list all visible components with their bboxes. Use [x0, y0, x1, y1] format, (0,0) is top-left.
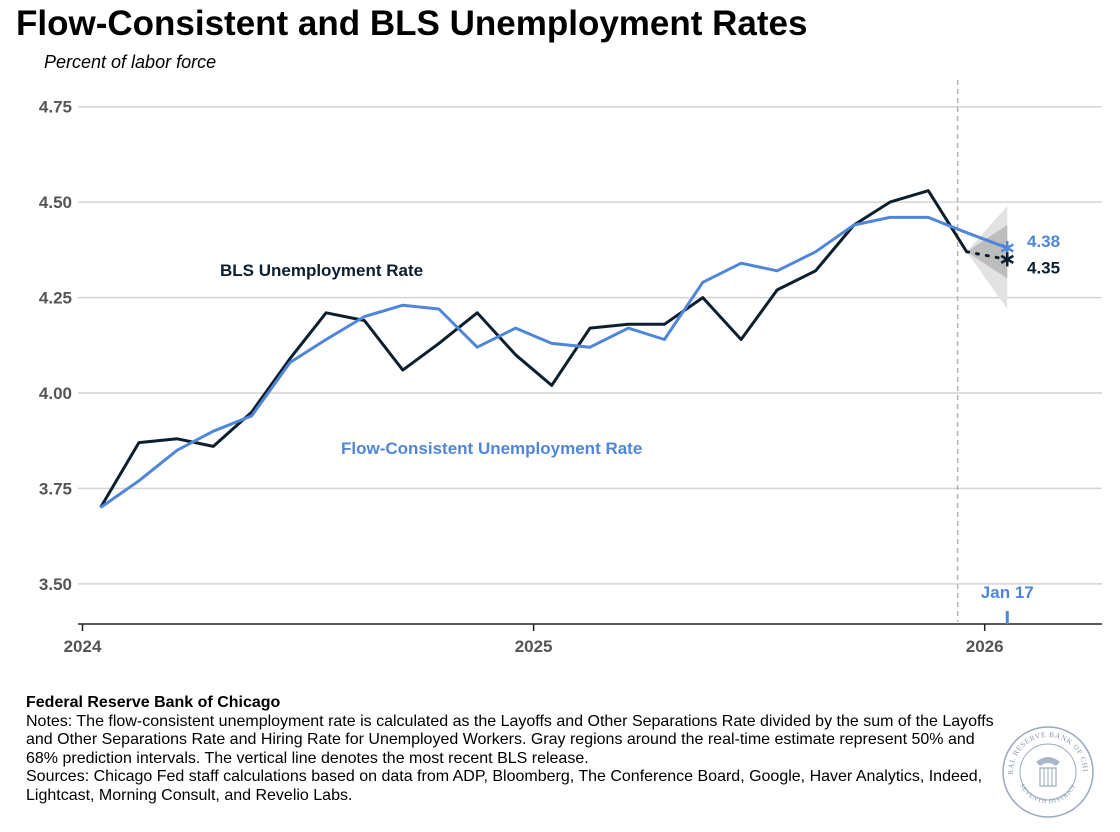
y-tick-label: 4.25 [39, 289, 72, 308]
footer-org: Federal Reserve Bank of Chicago [26, 694, 281, 711]
footer-notes-text: Notes: The flow-consistent unemployment … [26, 712, 994, 767]
fed-seal-icon: FEDERAL RESERVE BANK OF CHICAGO SEVENTH … [1000, 724, 1094, 818]
flow-series-line [99, 215, 1008, 509]
y-tick-label: 4.50 [39, 193, 72, 212]
star-stroke [1000, 243, 1014, 253]
footer-notes: Federal Reserve Bank of Chicago Notes: T… [26, 694, 1001, 805]
chart-subtitle: Percent of labor force [44, 52, 217, 72]
bls-series-label: BLS Unemployment Rate [220, 261, 423, 280]
y-tick-label: 3.75 [39, 479, 72, 498]
seal-top-text: FEDERAL RESERVE BANK OF CHICAGO [1000, 724, 1089, 775]
y-tick-label: 3.50 [39, 575, 72, 594]
y-tick-label: 4.00 [39, 384, 72, 403]
x-tick-label: 2025 [515, 637, 553, 656]
y-tick-label: 4.75 [39, 98, 72, 117]
interval-bands [966, 205, 1008, 310]
labels: 4.38 4.35 BLS Unemployment Rate Flow-Consis… [220, 232, 1060, 624]
x-tick-label: 2026 [966, 637, 1004, 656]
svg-text:FEDERAL RESERVE BANK OF CHICAG: FEDERAL RESERVE BANK OF CHICAGO [1000, 724, 1090, 775]
axes: 4.75 4.50 4.25 4.00 3.75 3.50 2024 2025 2026 [39, 98, 1102, 656]
star-stroke [1000, 254, 1014, 264]
grid-layer [78, 80, 1102, 622]
series-lines [99, 189, 1014, 509]
footer-sources: Sources: Chicago Fed staff calculations … [26, 768, 983, 804]
bls-value-label: 4.35 [1027, 258, 1060, 277]
flow-value-label: 4.38 [1027, 232, 1060, 251]
bls-realtime-marker [1000, 252, 1014, 267]
date-marker-label: Jan 17 [981, 583, 1034, 602]
flow-series-label: Flow-Consistent Unemployment Rate [341, 439, 642, 458]
interval-band-50 [966, 225, 1008, 279]
chart-canvas: 4.75 4.50 4.25 4.00 3.75 3.50 2024 2025 2026 4.3… [39, 80, 1102, 656]
x-tick-label: 2024 [64, 637, 102, 656]
bls-realtime-dotted [965, 250, 1009, 261]
chart-title: Flow-Consistent and BLS Unemployment Rat… [16, 4, 808, 43]
